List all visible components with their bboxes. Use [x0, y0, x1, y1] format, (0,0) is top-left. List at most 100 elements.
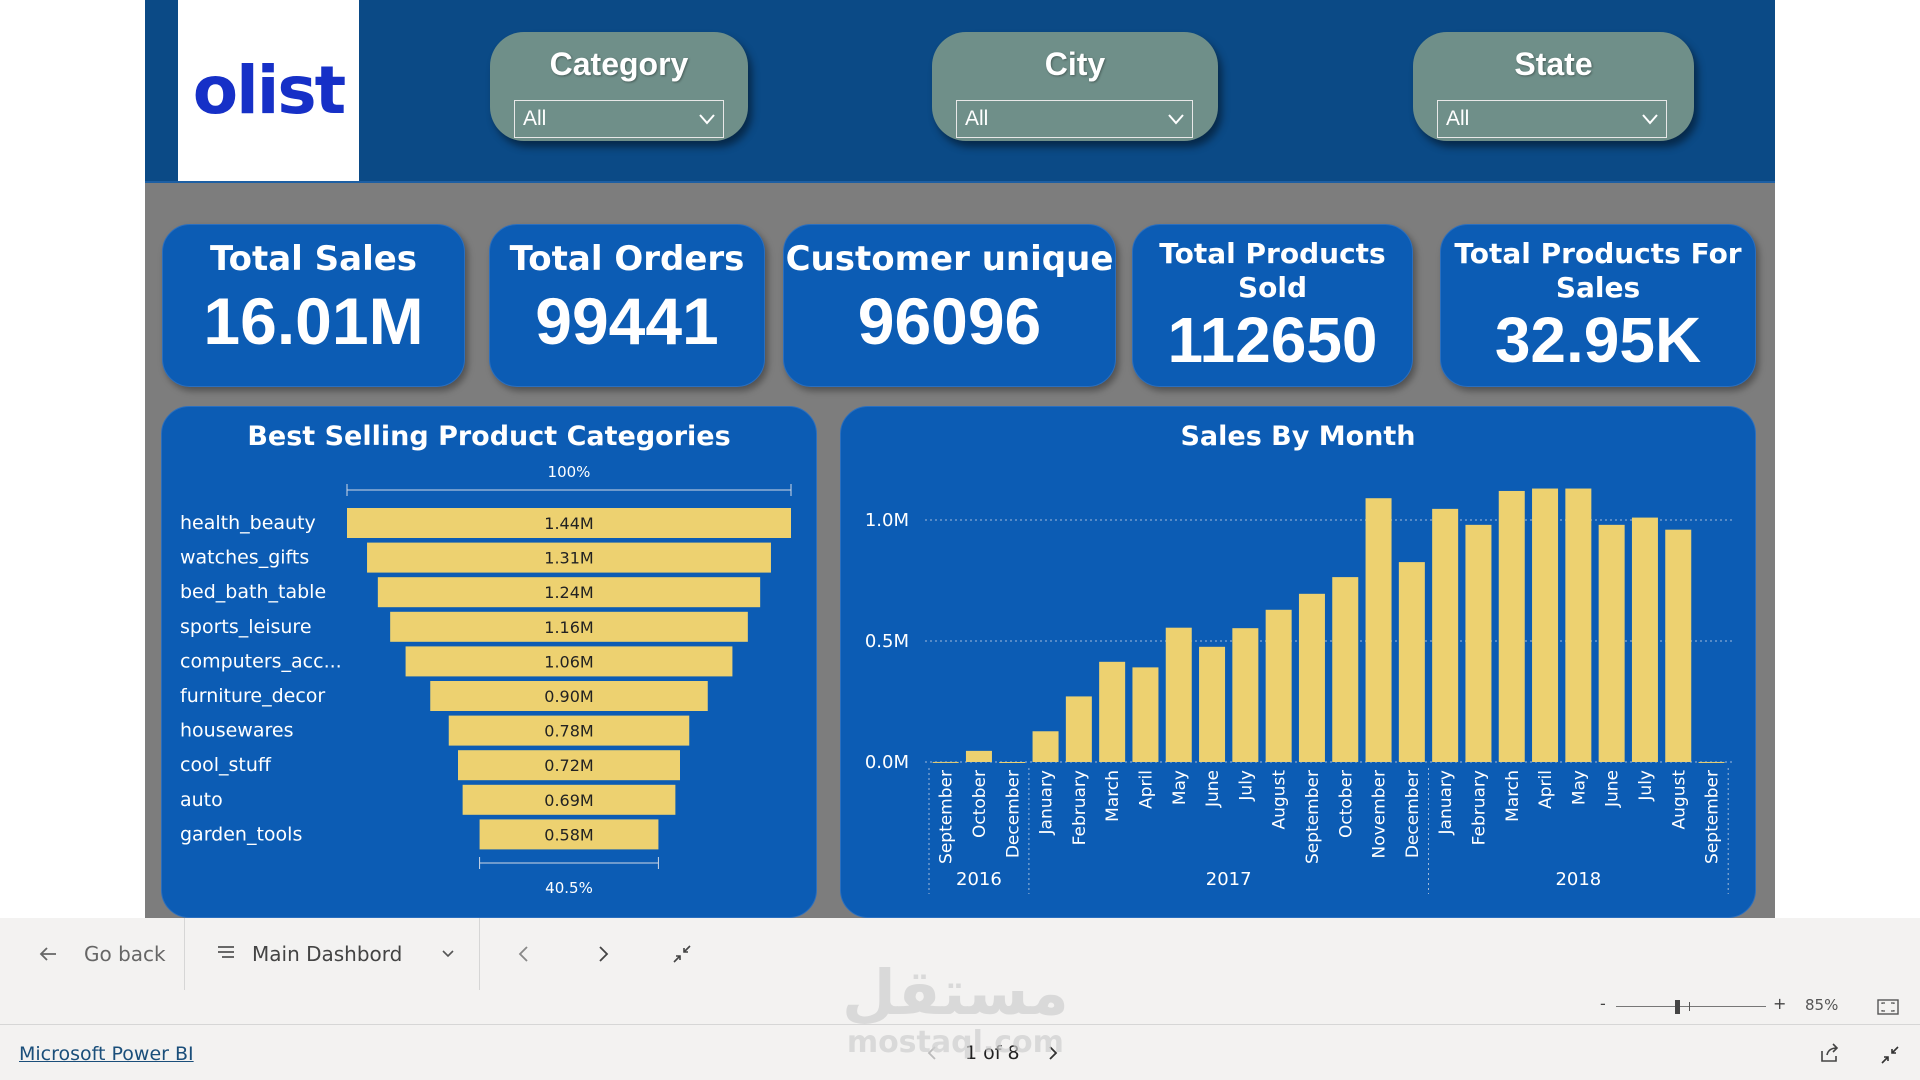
- zoom-in-button[interactable]: +: [1773, 994, 1787, 1013]
- funnel-bar: [377, 577, 761, 608]
- sales-chart-title: Sales By Month: [1180, 421, 1416, 452]
- chevron-down-icon: [699, 114, 715, 125]
- month-label: August: [1270, 770, 1290, 830]
- funnel-bar: [390, 611, 748, 642]
- kpi-label-line2: Sales: [1555, 271, 1641, 304]
- next-page-icon[interactable]: [1046, 1043, 1060, 1063]
- month-bar: [999, 761, 1026, 763]
- previous-page-icon[interactable]: [514, 942, 534, 966]
- kpi-value: 32.95K: [1494, 304, 1702, 376]
- power-bi-link[interactable]: Microsoft Power BI: [19, 1043, 194, 1065]
- month-bar: [1465, 524, 1492, 762]
- zoom-slider[interactable]: [1616, 1000, 1766, 1014]
- month-label: August: [1669, 770, 1689, 830]
- month-bar: [1532, 488, 1559, 762]
- state-slicer-title: State: [1514, 46, 1593, 82]
- funnel-value-label: 1.16M: [544, 618, 593, 637]
- kpi-customer-unique: Customer unique 96096: [783, 224, 1116, 387]
- funnel-bar: [479, 819, 659, 850]
- month-label: March: [1103, 770, 1123, 822]
- month-label: November: [1370, 770, 1390, 858]
- chevron-down-icon: [442, 950, 454, 958]
- funnel-category-label: auto: [180, 789, 223, 811]
- funnel-category-label: furniture_decor: [180, 685, 325, 707]
- zoom-slider-thumb[interactable]: [1675, 1000, 1681, 1014]
- collapse-icon[interactable]: [1879, 1044, 1901, 1066]
- chevron-down-icon: [1168, 114, 1184, 125]
- year-label: 2016: [956, 869, 1002, 890]
- sales-by-month-panel: Sales By Month 0.0M 0.5M 1.0M September Octo…: [840, 406, 1756, 918]
- month-label: January: [1037, 770, 1057, 835]
- funnel-value-label: 1.31M: [544, 549, 593, 568]
- month-bar: [965, 750, 992, 762]
- next-page-icon[interactable]: [593, 942, 613, 966]
- month-label: September: [1303, 770, 1323, 864]
- month-bar: [1565, 488, 1592, 762]
- funnel-value-label: 1.06M: [544, 652, 593, 671]
- month-bar: [1265, 609, 1292, 762]
- go-back-label: Go back: [84, 942, 166, 966]
- page-indicator: 1 of 8: [965, 1042, 1020, 1064]
- month-bar: [1665, 529, 1692, 762]
- arrow-left-icon: [39, 947, 56, 961]
- funnel-bar: [462, 784, 676, 815]
- funnel-category-label: sports_leisure: [180, 616, 312, 638]
- logo-text: olist: [192, 52, 346, 129]
- funnel-category-label: garden_tools: [180, 823, 302, 845]
- month-label: May: [1569, 770, 1589, 805]
- funnel-bar: [347, 508, 791, 538]
- previous-page-icon[interactable]: [925, 1043, 939, 1063]
- kpi-label: Total Sales: [209, 239, 418, 279]
- month-label: March: [1503, 770, 1523, 822]
- month-bar: [932, 761, 959, 763]
- month-bar: [1099, 661, 1126, 762]
- funnel-title: Best Selling Product Categories: [247, 421, 731, 452]
- month-bar: [1631, 517, 1658, 762]
- fit-to-page-icon[interactable]: [1877, 998, 1899, 1016]
- month-bar: [1032, 731, 1059, 762]
- sales-by-month-chart: 0.0M 0.5M 1.0M September October December Janu…: [865, 488, 1735, 894]
- month-label: June: [1203, 770, 1223, 808]
- zoom-out-button[interactable]: -: [1600, 994, 1606, 1013]
- funnel-category-label: housewares: [180, 720, 293, 742]
- funnel-value-label: 0.69M: [544, 791, 593, 810]
- month-bar: [1498, 490, 1525, 762]
- month-label: May: [1170, 770, 1190, 805]
- best-selling-categories-panel: Best Selling Product Categories 100% 1.44…: [161, 406, 817, 918]
- month-bar: [1065, 696, 1092, 762]
- page-name: Main Dashbord: [252, 942, 403, 966]
- funnel-bar: [448, 715, 690, 746]
- funnel-value-label: 1.24M: [544, 583, 593, 602]
- category-dropdown[interactable]: All: [514, 100, 724, 138]
- month-label: October: [970, 770, 990, 838]
- state-dropdown[interactable]: All: [1437, 100, 1667, 138]
- report-nav-bar: Go back Main Dashbord: [0, 918, 1920, 991]
- bottom-bar: Microsoft Power BI 1 of 8: [0, 1025, 1920, 1080]
- kpi-total-products-sold: Total Products Sold 112650: [1132, 224, 1413, 387]
- page-selector[interactable]: Main Dashbord: [216, 942, 456, 970]
- month-label: September: [937, 770, 957, 864]
- funnel-category-label: bed_bath_table: [180, 581, 326, 603]
- menu-lines-icon: [218, 946, 234, 958]
- month-bar: [1332, 577, 1359, 762]
- year-label: 2018: [1555, 869, 1601, 890]
- month-bar: [1432, 508, 1459, 762]
- exit-focus-mode-icon[interactable]: [671, 943, 693, 965]
- category-slicer-title: Category: [549, 46, 689, 82]
- city-dropdown[interactable]: All: [956, 100, 1193, 138]
- funnel-value-label: 0.58M: [544, 825, 593, 844]
- month-label: April: [1136, 770, 1156, 809]
- funnel-category-label: watches_gifts: [180, 547, 309, 569]
- state-dropdown-value: All: [1446, 107, 1470, 130]
- kpi-value: 112650: [1167, 304, 1378, 376]
- share-icon[interactable]: [1819, 1042, 1841, 1064]
- month-label: June: [1603, 770, 1623, 808]
- zoom-level: 85%: [1805, 996, 1839, 1014]
- kpi-label-line2: Sold: [1237, 271, 1308, 304]
- kpi-total-orders: Total Orders 99441: [489, 224, 765, 387]
- month-bar: [1398, 562, 1425, 762]
- funnel-top-label: 100%: [548, 463, 591, 481]
- y-tick-label: 0.0M: [865, 752, 909, 773]
- kpi-total-sales: Total Sales 16.01M: [162, 224, 465, 387]
- funnel-value-label: 0.72M: [544, 756, 593, 775]
